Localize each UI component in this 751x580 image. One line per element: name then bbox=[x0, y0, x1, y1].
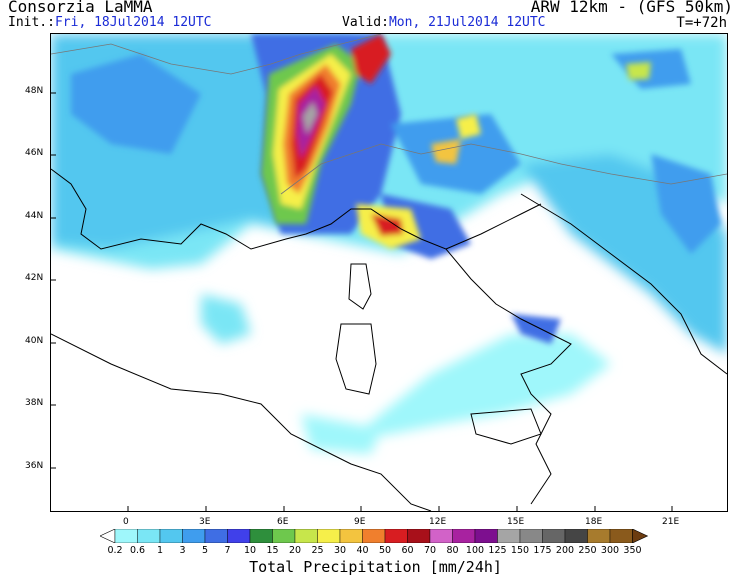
colorbar-segment bbox=[204, 529, 228, 543]
colorbar-segment bbox=[564, 529, 588, 543]
colorbar-level-label: 30 bbox=[333, 545, 347, 556]
colorbar-under-triangle bbox=[100, 529, 116, 543]
init-value: Fri, 18Jul2014 12UTC bbox=[54, 15, 212, 30]
lat-label: 42N bbox=[25, 273, 44, 283]
lon-label: 0 bbox=[123, 517, 129, 527]
colorbar-level-label: 200 bbox=[555, 545, 575, 556]
colorbar-level-label: 60 bbox=[401, 545, 414, 556]
colorbar-over-triangle bbox=[632, 529, 649, 543]
colorbar-level-label: 7 bbox=[224, 545, 231, 556]
colorbar-segment bbox=[159, 529, 183, 543]
init-label: Init.: bbox=[8, 15, 55, 30]
valid-time: Valid:Mon, 21Jul2014 12UTC bbox=[342, 15, 546, 30]
lon-label: 3E bbox=[199, 517, 211, 527]
colorbar-level-label: 250 bbox=[578, 545, 597, 556]
valid-label: Valid: bbox=[342, 15, 389, 30]
colorbar-segment bbox=[182, 529, 206, 543]
precipitation-map bbox=[50, 33, 728, 512]
colorbar-segment bbox=[452, 529, 476, 543]
borders bbox=[51, 34, 727, 195]
colorbar-level-label: 40 bbox=[356, 545, 369, 556]
colorbar-level-label: 150 bbox=[510, 545, 530, 556]
colorbar-level-label: 15 bbox=[266, 545, 279, 556]
map-canvas bbox=[51, 34, 727, 511]
colorbar-segment bbox=[384, 529, 408, 543]
colorbar-level-label: 50 bbox=[378, 545, 392, 556]
colorbar-title: Total Precipitation [mm/24h] bbox=[249, 558, 502, 576]
lat-label: 40N bbox=[25, 336, 44, 346]
colorbar-level-label: 125 bbox=[488, 545, 507, 556]
colorbar-level-label: 175 bbox=[533, 545, 552, 556]
colorbar-level-label: 0.6 bbox=[129, 545, 146, 556]
colorbar-level-label: 1 bbox=[156, 545, 164, 556]
valid-value: Mon, 21Jul2014 12UTC bbox=[388, 15, 546, 30]
lon-label: 9E bbox=[354, 517, 366, 527]
lon-label: 18E bbox=[585, 517, 603, 527]
colorbar-segment bbox=[497, 529, 521, 543]
colorbar-segment bbox=[587, 529, 611, 543]
colorbar-level-label: 80 bbox=[446, 545, 459, 556]
colorbar-segment bbox=[339, 529, 363, 543]
colorbar-level-label: 10 bbox=[243, 545, 257, 556]
colorbar-segment bbox=[474, 529, 498, 543]
colorbar-segment bbox=[114, 529, 138, 543]
lat-label: 46N bbox=[25, 148, 44, 158]
colorbar-segment bbox=[227, 529, 251, 543]
lat-label: 36N bbox=[25, 461, 44, 471]
colorbar-level-label: 350 bbox=[623, 545, 642, 556]
lon-label: 12E bbox=[429, 517, 447, 527]
colorbar-segment bbox=[317, 529, 341, 543]
model-title: ARW 12km - (GFS 50km) bbox=[530, 0, 733, 16]
colorbar-segment bbox=[272, 529, 296, 543]
lon-label: 6E bbox=[277, 517, 289, 527]
source-title: Consorzia LaMMA bbox=[8, 0, 153, 16]
lon-label: 15E bbox=[507, 517, 525, 527]
grid-ticks bbox=[51, 92, 673, 511]
colorbar-segment bbox=[137, 529, 161, 543]
colorbar-segment bbox=[407, 529, 431, 543]
init-time: Init.:Fri, 18Jul2014 12UTC bbox=[8, 15, 212, 30]
colorbar-level-label: 70 bbox=[423, 545, 437, 556]
colorbar bbox=[100, 529, 649, 543]
lat-label: 44N bbox=[25, 211, 44, 221]
colorbar-segment bbox=[249, 529, 273, 543]
colorbar-level-label: 5 bbox=[201, 545, 209, 556]
colorbar-level-label: 300 bbox=[600, 545, 620, 556]
colorbar-segment bbox=[429, 529, 453, 543]
colorbar-segment bbox=[362, 529, 386, 543]
colorbar-level-label: 25 bbox=[311, 545, 324, 556]
forecast-timestep: T=+72h bbox=[676, 15, 727, 31]
colorbar-level-label: 3 bbox=[179, 545, 186, 556]
colorbar-level-label: 20 bbox=[288, 545, 302, 556]
lon-label: 21E bbox=[662, 517, 680, 527]
colorbar-segment bbox=[519, 529, 543, 543]
lat-label: 38N bbox=[25, 398, 44, 408]
colorbar-level-label: 0.2 bbox=[107, 545, 123, 556]
colorbar-segment bbox=[542, 529, 566, 543]
colorbar-level-label: 100 bbox=[465, 545, 485, 556]
colorbar-segment bbox=[294, 529, 318, 543]
precip-heavy-layer bbox=[261, 34, 651, 249]
colorbar-segment bbox=[609, 529, 633, 543]
lat-label: 48N bbox=[25, 86, 44, 96]
coastlines bbox=[51, 168, 727, 511]
